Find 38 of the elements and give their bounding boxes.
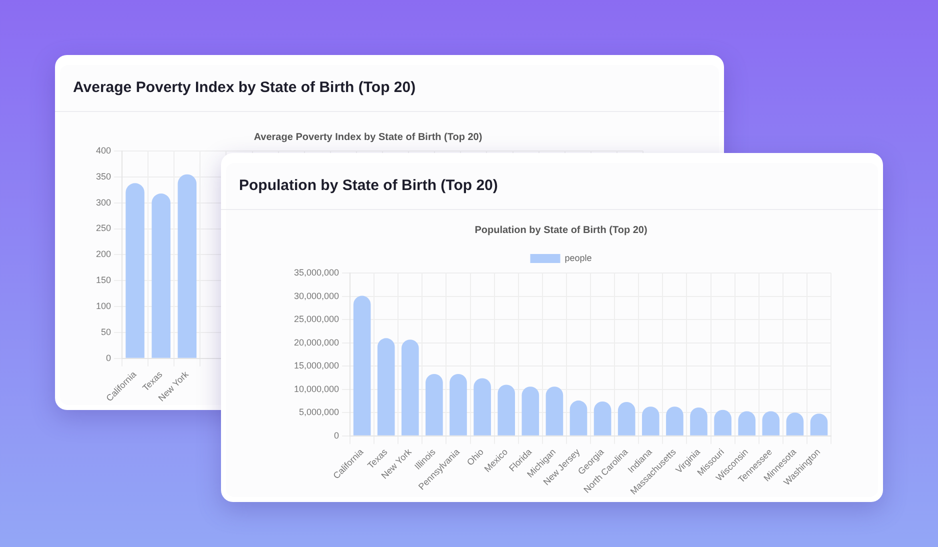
y-tick-label: 30,000,000 bbox=[294, 290, 340, 301]
chart-title: Population by State of Birth (Top 20) bbox=[239, 177, 498, 194]
y-tick-label: 35,000,000 bbox=[294, 267, 340, 278]
y-tick-label: 0 bbox=[106, 352, 112, 363]
y-tick-label: 0 bbox=[334, 430, 340, 440]
bar bbox=[546, 386, 564, 436]
bar bbox=[353, 296, 371, 436]
bar bbox=[666, 406, 684, 436]
bar bbox=[498, 384, 516, 436]
x-tick-label: Ohio bbox=[464, 446, 486, 468]
y-tick-label: 350 bbox=[96, 171, 112, 182]
bar bbox=[690, 408, 708, 436]
bar bbox=[570, 400, 588, 436]
y-tick-label: 100 bbox=[96, 301, 112, 312]
y-tick-label: 200 bbox=[96, 249, 112, 260]
y-tick-label: 400 bbox=[96, 145, 112, 156]
bar bbox=[522, 386, 540, 436]
y-tick-label: 50 bbox=[101, 326, 112, 337]
chart-title: Average Poverty Index by State of Birth (Top 20) bbox=[73, 79, 416, 96]
y-tick-label: 10,000,000 bbox=[294, 384, 340, 394]
y-tick-label: 250 bbox=[96, 223, 112, 234]
legend-label: people bbox=[564, 252, 592, 263]
y-tick-label: 25,000,000 bbox=[294, 314, 340, 324]
y-tick-label: 5,000,000 bbox=[298, 407, 340, 418]
bar bbox=[642, 406, 660, 436]
y-tick-label: 15,000,000 bbox=[294, 360, 340, 371]
bar bbox=[426, 374, 443, 436]
bar bbox=[594, 401, 612, 436]
bar bbox=[618, 402, 636, 436]
y-tick-label: 300 bbox=[96, 197, 112, 208]
chart-title: Average Poverty Index by State of Birth (Top 20) bbox=[254, 132, 482, 143]
bar bbox=[474, 378, 491, 436]
chart-title: Population by State of Birth (Top 20) bbox=[474, 224, 648, 236]
y-tick-label: 20,000,000 bbox=[294, 337, 340, 348]
bar bbox=[402, 340, 419, 436]
bar bbox=[450, 374, 467, 436]
y-tick-label: 150 bbox=[96, 275, 112, 286]
bar bbox=[377, 338, 395, 436]
